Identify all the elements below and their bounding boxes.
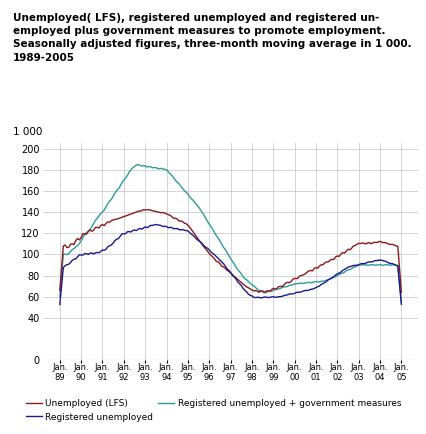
Unemployed (LFS) xyxy=(316,263,321,269)
Unemployed (LFS) xyxy=(272,287,277,292)
Registered unemployed + government measures xyxy=(183,190,188,195)
Unemployed (LFS) xyxy=(196,237,201,242)
Registered unemployed xyxy=(196,238,201,243)
Registered unemployed xyxy=(398,302,403,307)
Registered unemployed + government measures xyxy=(139,164,144,169)
Registered unemployed xyxy=(183,228,188,233)
Line: Registered unemployed: Registered unemployed xyxy=(60,224,400,305)
Line: Unemployed (LFS): Unemployed (LFS) xyxy=(60,210,400,293)
Registered unemployed xyxy=(313,285,318,290)
Unemployed (LFS) xyxy=(141,207,146,212)
Unemployed (LFS) xyxy=(314,266,320,271)
Registered unemployed + government measures xyxy=(135,162,140,167)
Registered unemployed xyxy=(57,302,62,307)
Registered unemployed + government measures xyxy=(196,204,201,210)
Line: Registered unemployed + government measures: Registered unemployed + government measu… xyxy=(60,164,400,303)
Registered unemployed + government measures xyxy=(313,279,318,284)
Unemployed (LFS) xyxy=(183,221,188,226)
Unemployed (LFS) xyxy=(57,288,62,293)
Unemployed (LFS) xyxy=(137,208,142,214)
Registered unemployed xyxy=(270,294,275,299)
Text: Unemployed( LFS), registered unemployed and registered un-
employed plus governm: Unemployed( LFS), registered unemployed … xyxy=(13,13,411,62)
Registered unemployed xyxy=(137,226,142,231)
Unemployed (LFS) xyxy=(261,290,266,295)
Registered unemployed xyxy=(314,284,320,289)
Registered unemployed xyxy=(153,222,158,227)
Registered unemployed + government measures xyxy=(57,294,62,299)
Legend: Unemployed (LFS), Registered unemployed, Registered unemployed + government meas: Unemployed (LFS), Registered unemployed,… xyxy=(22,395,404,425)
Registered unemployed + government measures xyxy=(398,300,403,306)
Registered unemployed + government measures xyxy=(314,279,320,285)
Registered unemployed + government measures xyxy=(270,288,275,293)
Unemployed (LFS) xyxy=(398,290,403,295)
Text: 1 000: 1 000 xyxy=(13,127,42,137)
